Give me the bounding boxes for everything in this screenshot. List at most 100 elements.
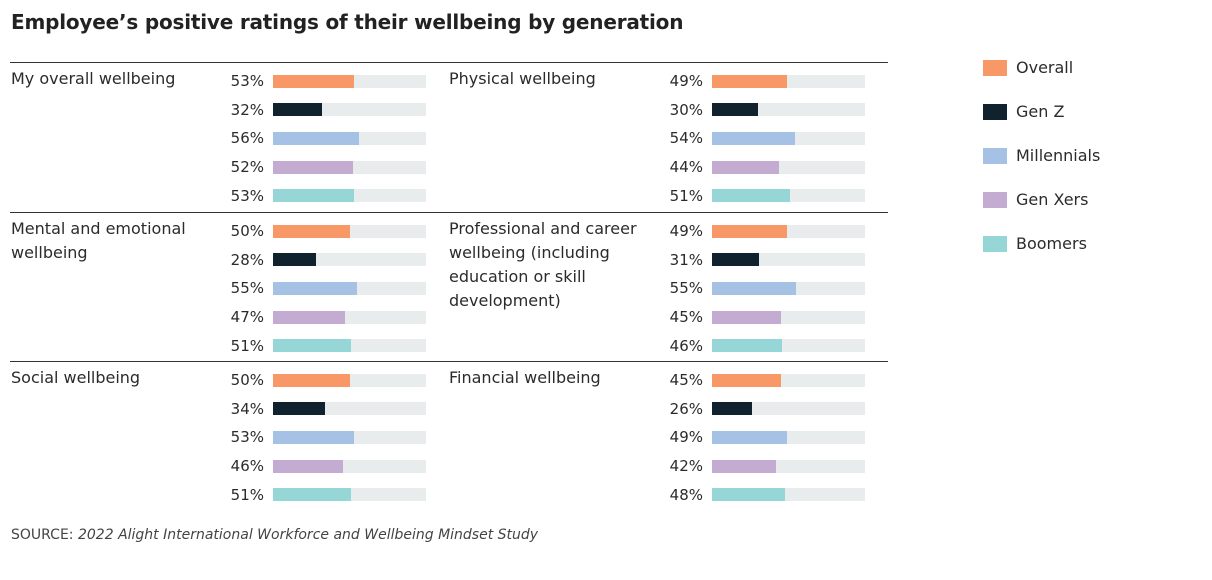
value-label: 28% <box>230 250 264 269</box>
bar-track <box>273 281 426 295</box>
bar-gen-z <box>273 402 326 416</box>
source-note: SOURCE: 2022 Alight International Workfo… <box>11 527 538 543</box>
bar-overall <box>712 373 781 387</box>
bar-track <box>273 131 426 145</box>
bar-millennials <box>273 131 359 145</box>
bar-gen-xers <box>712 160 780 174</box>
bar-overall <box>273 224 350 238</box>
bar-track <box>273 103 426 117</box>
bar-gen-xers <box>712 459 777 473</box>
bar-boomers <box>712 488 786 502</box>
legend-label: Boomers <box>1016 234 1087 253</box>
bar-track <box>712 253 865 267</box>
bar-gen-z <box>273 103 322 117</box>
bar-track <box>273 224 426 238</box>
bar-track <box>273 430 426 444</box>
bar-gen-xers <box>712 310 781 324</box>
bar-track <box>273 459 426 473</box>
value-label: 53% <box>230 186 264 205</box>
legend-swatch <box>983 60 1007 76</box>
value-label: 49% <box>669 222 703 240</box>
value-label: 55% <box>230 279 264 298</box>
legend-swatch <box>983 192 1007 208</box>
legend-label: Millennials <box>1016 146 1101 165</box>
bar-track <box>273 339 426 353</box>
bar-millennials <box>712 281 797 295</box>
legend-label: Overall <box>1016 58 1074 77</box>
value-label: 52% <box>230 158 264 177</box>
value-label: 34% <box>230 399 264 418</box>
bar-gen-xers <box>273 459 344 473</box>
legend-swatch <box>983 148 1007 164</box>
value-label: 26% <box>669 399 703 418</box>
value-label: 45% <box>669 371 703 389</box>
bar-track <box>273 402 426 416</box>
value-label: 49% <box>669 428 703 447</box>
value-label: 54% <box>669 129 703 148</box>
category-label: Professional and career wellbeing (inclu… <box>449 219 637 310</box>
bar-millennials <box>712 131 795 145</box>
bar-track <box>273 160 426 174</box>
value-label: 44% <box>669 158 703 177</box>
bar-track <box>273 189 426 203</box>
category-label: Mental and emotional wellbeing <box>11 219 186 262</box>
value-label: 47% <box>230 308 264 327</box>
bar-track <box>712 189 865 203</box>
bar-track <box>712 103 865 117</box>
bar-track <box>712 160 865 174</box>
divider <box>10 212 888 213</box>
value-label: 50% <box>230 222 264 240</box>
bar-overall <box>273 373 350 387</box>
legend-swatch <box>983 236 1007 252</box>
value-label: 51% <box>230 336 264 355</box>
bar-gen-z <box>273 253 316 267</box>
bar-boomers <box>273 488 352 502</box>
bar-boomers <box>712 339 783 353</box>
value-label: 56% <box>230 129 264 148</box>
bar-track <box>273 74 426 88</box>
category-label: Social wellbeing <box>11 368 141 387</box>
value-label: 53% <box>230 428 264 447</box>
bar-gen-xers <box>273 160 353 174</box>
bar-track <box>712 281 865 295</box>
bar-track <box>712 488 865 502</box>
bar-track <box>273 373 426 387</box>
bar-gen-xers <box>273 310 345 324</box>
bar-track <box>712 402 865 416</box>
bar-millennials <box>273 430 355 444</box>
source-text: 2022 Alight International Workforce and … <box>77 527 539 543</box>
bar-millennials <box>273 281 358 295</box>
value-label: 46% <box>230 457 264 476</box>
category-label: Physical wellbeing <box>449 69 596 88</box>
bar-boomers <box>273 339 352 353</box>
divider <box>10 62 888 63</box>
legend-label: Gen Xers <box>1016 190 1089 209</box>
bar-track <box>712 74 865 88</box>
value-label: 31% <box>669 250 703 269</box>
category-label: Financial wellbeing <box>449 368 601 387</box>
bar-track <box>712 224 865 238</box>
category-label: My overall wellbeing <box>11 69 176 88</box>
value-label: 51% <box>230 485 264 504</box>
bar-track <box>712 339 865 353</box>
bar-gen-z <box>712 402 752 416</box>
value-label: 51% <box>669 186 703 205</box>
value-label: 46% <box>669 336 703 355</box>
bar-track <box>273 253 426 267</box>
bar-track <box>712 373 865 387</box>
bar-gen-z <box>712 253 760 267</box>
value-label: 30% <box>669 100 703 119</box>
bar-track <box>273 310 426 324</box>
value-label: 42% <box>669 457 703 476</box>
bar-boomers <box>273 189 355 203</box>
bar-gen-z <box>712 103 758 117</box>
divider <box>10 361 888 362</box>
legend-swatch <box>983 104 1007 120</box>
value-label: 53% <box>230 72 264 90</box>
bar-track <box>712 459 865 473</box>
chart-title: Employee’s positive ratings of their wel… <box>11 10 684 34</box>
source-label: SOURCE: <box>11 527 74 543</box>
bar-overall <box>712 224 787 238</box>
bar-track <box>712 310 865 324</box>
